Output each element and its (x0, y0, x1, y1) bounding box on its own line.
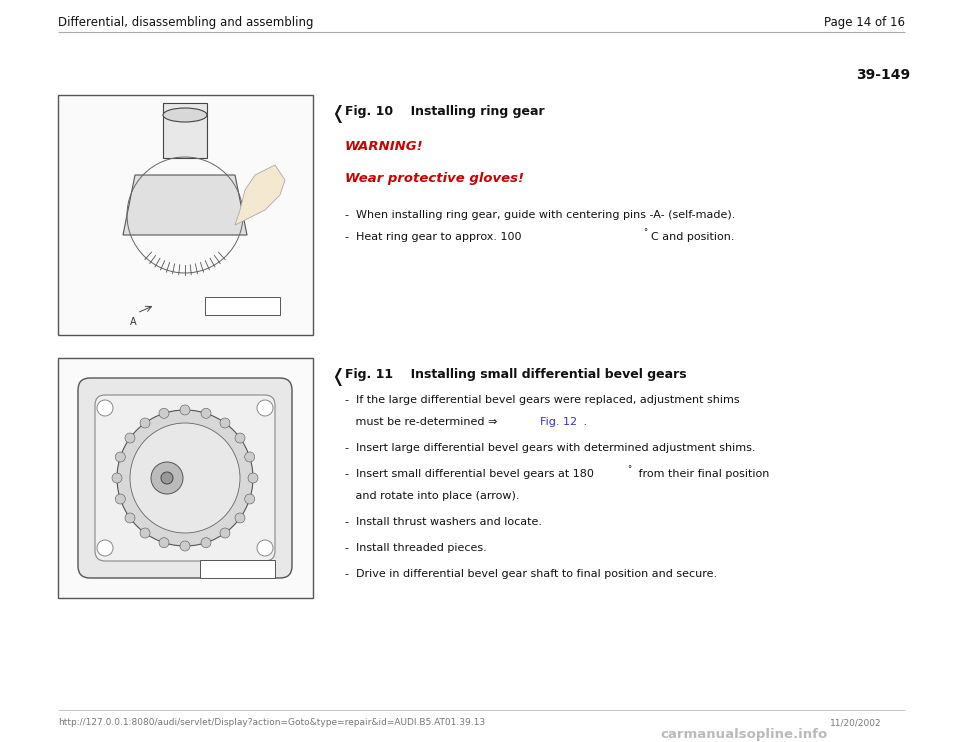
Text: 39-149: 39-149 (856, 68, 910, 82)
Circle shape (140, 418, 150, 428)
Polygon shape (235, 165, 285, 225)
Text: A: A (130, 317, 136, 327)
Circle shape (201, 538, 211, 548)
Bar (163, 103, 207, 158)
Text: 11/20/2002: 11/20/2002 (830, 718, 881, 727)
Text: Wear protective gloves!: Wear protective gloves! (345, 172, 524, 185)
Circle shape (115, 452, 126, 462)
Bar (205, 297, 280, 315)
Circle shape (130, 423, 240, 533)
Text: http://127.0.0.1:8080/audi/servlet/Display?action=Goto&type=repair&id=AUDI.B5.AT: http://127.0.0.1:8080/audi/servlet/Displ… (58, 718, 485, 727)
Text: -  Drive in differential bevel gear shaft to final position and secure.: - Drive in differential bevel gear shaft… (345, 569, 717, 579)
Text: -  Insert small differential bevel gears at 180: - Insert small differential bevel gears … (345, 469, 597, 479)
Bar (58, 358, 313, 598)
Text: -  Insert large differential bevel gears with determined adjustment shims.: - Insert large differential bevel gears … (345, 443, 756, 453)
Circle shape (97, 400, 113, 416)
Circle shape (220, 418, 230, 428)
Circle shape (235, 513, 245, 523)
Text: V39-0945: V39-0945 (205, 564, 242, 573)
Text: from their final position: from their final position (635, 469, 769, 479)
Polygon shape (123, 175, 247, 235)
Text: -  Heat ring gear to approx. 100: - Heat ring gear to approx. 100 (345, 232, 525, 242)
Ellipse shape (163, 108, 207, 122)
Text: WARNING!: WARNING! (345, 140, 423, 153)
Text: .: . (580, 417, 588, 427)
Circle shape (112, 473, 122, 483)
Circle shape (245, 494, 254, 504)
Circle shape (117, 410, 253, 546)
Text: Fig. 12: Fig. 12 (540, 417, 577, 427)
Circle shape (125, 433, 135, 443)
Text: -  If the large differential bevel gears were replaced, adjustment shims: - If the large differential bevel gears … (345, 395, 739, 405)
Text: must be re-determined ⇒: must be re-determined ⇒ (345, 417, 501, 427)
Circle shape (151, 462, 183, 494)
Text: and rotate into place (arrow).: and rotate into place (arrow). (345, 491, 519, 501)
Circle shape (180, 541, 190, 551)
Circle shape (115, 494, 126, 504)
Circle shape (257, 540, 273, 556)
Circle shape (159, 408, 169, 418)
Circle shape (257, 400, 273, 416)
Circle shape (220, 528, 230, 538)
Text: C and position.: C and position. (651, 232, 734, 242)
Circle shape (159, 538, 169, 548)
Text: °: ° (627, 465, 631, 474)
Text: °: ° (643, 228, 647, 237)
Text: ❬: ❬ (330, 368, 346, 386)
Circle shape (97, 540, 113, 556)
FancyBboxPatch shape (78, 378, 292, 578)
Text: -  Install thrust washers and locate.: - Install thrust washers and locate. (345, 517, 542, 527)
FancyBboxPatch shape (95, 395, 275, 561)
Circle shape (245, 452, 254, 462)
Circle shape (235, 433, 245, 443)
Text: Fig. 10    Installing ring gear: Fig. 10 Installing ring gear (345, 105, 544, 118)
Text: Differential, disassembling and assembling: Differential, disassembling and assembli… (58, 16, 314, 29)
Circle shape (161, 472, 173, 484)
Circle shape (201, 408, 211, 418)
Circle shape (248, 473, 258, 483)
Text: -  When installing ring gear, guide with centering pins -A- (self-made).: - When installing ring gear, guide with … (345, 210, 735, 220)
Text: Fig. 11    Installing small differential bevel gears: Fig. 11 Installing small differential be… (345, 368, 686, 381)
Text: A39-0064: A39-0064 (210, 301, 248, 310)
Text: ❬: ❬ (330, 105, 346, 123)
Text: -  Install threaded pieces.: - Install threaded pieces. (345, 543, 487, 553)
Circle shape (180, 405, 190, 415)
Text: carmanualsopline.info: carmanualsopline.info (660, 728, 828, 741)
Bar (200, 560, 275, 578)
Circle shape (125, 513, 135, 523)
Circle shape (140, 528, 150, 538)
Text: Page 14 of 16: Page 14 of 16 (824, 16, 905, 29)
Bar (58, 95, 313, 335)
